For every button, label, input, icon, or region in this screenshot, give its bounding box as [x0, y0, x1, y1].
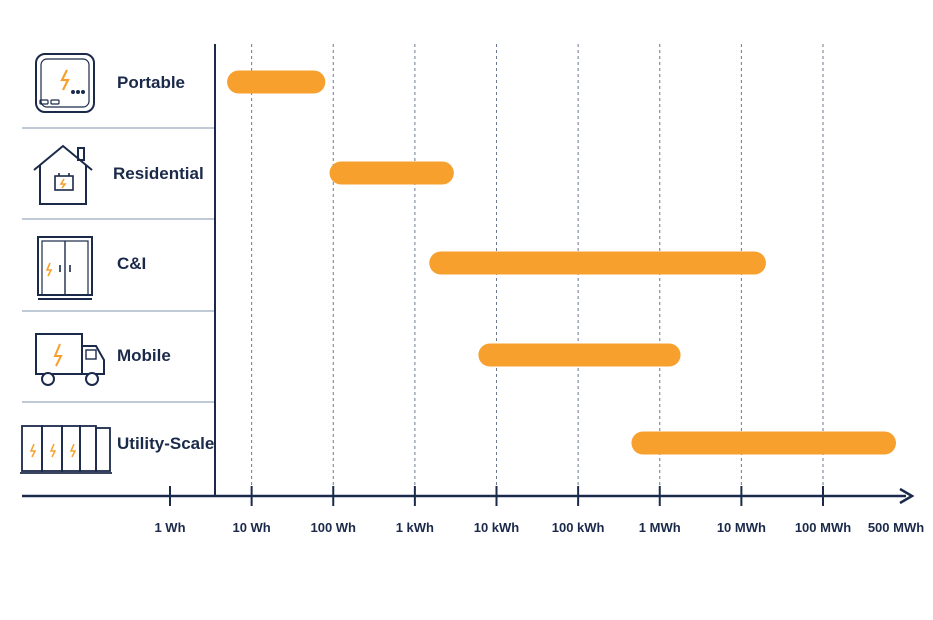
battery-cabinet-icon — [37, 236, 93, 300]
bars — [227, 70, 896, 455]
x-tick-label: 100 Wh — [310, 520, 356, 535]
x-axis-arrow — [899, 487, 915, 505]
category-label: Mobile — [117, 346, 171, 365]
house-battery-icon — [33, 144, 93, 205]
category-label: Utility-Scale — [117, 434, 214, 453]
range-bar — [631, 431, 896, 455]
row-dividers — [22, 127, 215, 403]
range-bar — [227, 70, 326, 94]
x-tick-label: 10 Wh — [232, 520, 270, 535]
category-label: Portable — [117, 73, 185, 92]
power-bank-icon — [35, 53, 95, 113]
x-tick-label: 500 MWh — [868, 520, 924, 535]
range-bar — [329, 161, 454, 185]
range-bar — [478, 343, 681, 367]
category-labels: Portable Residential C&I Mobile Utility-Scal… — [113, 73, 214, 453]
category-label: C&I — [117, 254, 146, 273]
x-tick-label: 1 kWh — [396, 520, 434, 535]
category-label: Residential — [113, 164, 204, 183]
x-tick-label: 1 MWh — [639, 520, 681, 535]
x-tick-label: 100 MWh — [795, 520, 851, 535]
x-tick-label: 10 kWh — [474, 520, 520, 535]
container-array-icon — [20, 425, 112, 474]
x-tick-label: 1 Wh — [154, 520, 185, 535]
range-bar — [429, 251, 766, 275]
x-axis-ticks: 1 Wh 10 Wh 100 Wh 1 kWh 10 kWh 100 kWh 1 MWh 10… — [154, 486, 924, 535]
x-tick-label: 100 kWh — [552, 520, 605, 535]
battery-truck-icon — [35, 333, 105, 386]
x-tick-label: 10 MWh — [717, 520, 766, 535]
